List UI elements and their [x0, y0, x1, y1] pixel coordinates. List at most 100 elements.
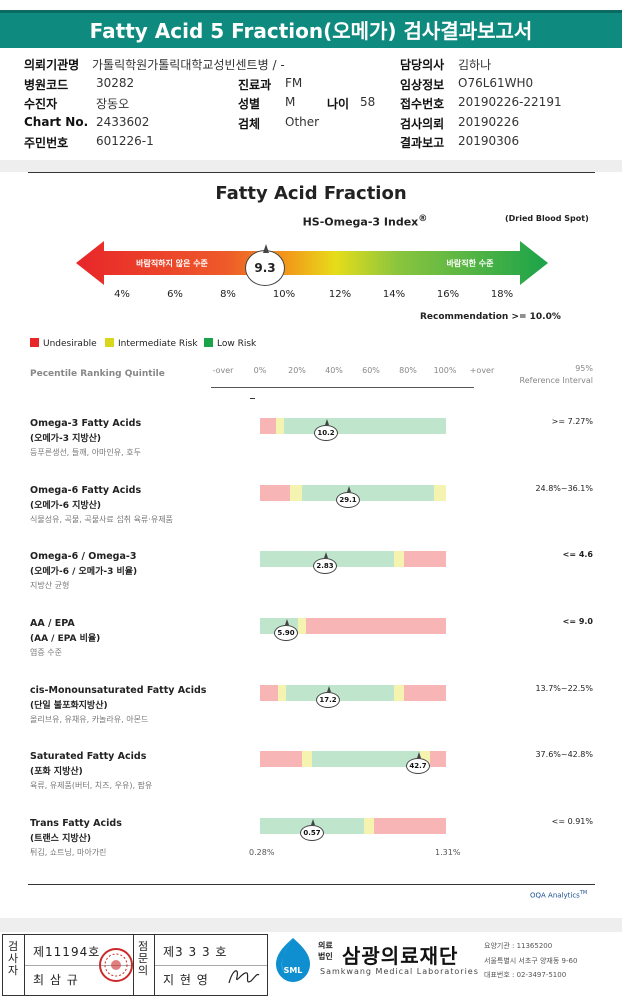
age-label: 나이	[327, 97, 350, 111]
legend-low-risk-swatch	[204, 338, 213, 347]
clinical-label: 임상정보	[400, 78, 445, 92]
sig-divider-1	[24, 935, 25, 995]
fatty-acid-foods: 등푸른생선, 들깨, 아마인유, 호두	[30, 448, 141, 457]
reviewer-license: 제3 3 3 호	[163, 945, 228, 959]
footer-band	[0, 918, 622, 932]
info-row-1: 의뢰기관명 가톨릭학원가톨릭대학교성빈센트병 / - 담당의사 김하나	[0, 56, 622, 74]
result-card	[0, 172, 622, 918]
omega3-index-arrow	[76, 241, 548, 285]
quintile-bar: 17.2	[260, 685, 446, 708]
index-pointer	[263, 244, 269, 253]
reference-interval: 24.8%~36.1%	[535, 484, 593, 493]
fatty-acid-name: cis-Monounsaturated Fatty Acids	[30, 685, 207, 696]
quintile-tick: 40%	[325, 366, 343, 375]
fatty-acid-korean: (AA / EPA 비율)	[30, 634, 101, 644]
fatty-acid-foods: 올리브유, 유채유, 카놀라유, 아몬드	[30, 715, 149, 724]
checker-name: 최 삼 규	[33, 973, 79, 987]
fatty-acid-name: Saturated Fatty Acids	[30, 751, 147, 762]
legal-entity: 의료 법인	[318, 940, 333, 962]
bar-zone	[374, 818, 446, 834]
legend-intermediate-label: Intermediate Risk	[118, 339, 198, 349]
fatty-acid-foods: 지방산 균형	[30, 581, 70, 590]
receiver-value: 장동오	[96, 97, 130, 111]
bar-zone	[312, 751, 420, 767]
desirable-level-text: 바람직한 수준	[446, 259, 494, 268]
id-label: 주민번호	[24, 136, 69, 150]
reference-interval: >= 7.27%	[551, 417, 593, 426]
fatty-acid-name: AA / EPA	[30, 618, 75, 629]
bar-zone	[284, 418, 446, 434]
oqa-analytics: OQA AnalyticsTM	[530, 890, 587, 899]
legend-undesirable: Undesirable	[30, 338, 97, 349]
index-axis-tick: 18%	[490, 289, 514, 300]
legend-low-risk-label: Low Risk	[217, 339, 257, 349]
result-marker: 2.83	[313, 552, 337, 574]
sig-hline-1	[25, 965, 133, 966]
bottom-rule	[28, 884, 595, 885]
legal-entity-line-1: 의료	[318, 941, 333, 950]
doctor-label: 담당의사	[400, 58, 445, 72]
contact-phone: 대표번호 : 02-3497-5100	[484, 971, 567, 979]
reference-interval: <= 0.91%	[551, 817, 593, 826]
result-marker: 10.2	[314, 419, 338, 441]
reference-interval: <= 4.6	[562, 550, 593, 559]
bar-zone	[306, 618, 446, 634]
bar-zone	[404, 685, 446, 701]
fatty-acid-foods: 식물성유, 곡물, 곡물사료 섭취 육류·유제품	[30, 515, 173, 524]
fatty-acid-name: Omega-6 Fatty Acids	[30, 485, 142, 496]
chart-title: Fatty Acid Fraction	[215, 183, 407, 204]
bar-zone	[394, 551, 404, 567]
undesirable-level-text: 바람직하지 않은 수준	[136, 259, 208, 268]
bar-zone	[260, 751, 302, 767]
report-title: Fatty Acid 5 Fraction(오메가) 검사결과보고서	[0, 10, 622, 48]
info-row-5: 주민번호 601226-1 결과보고 20190306	[0, 134, 622, 152]
fatty-acid-korean: (오메가-6 / 오메가-3 비율)	[30, 567, 138, 577]
reviewer-name: 지 현 영	[163, 973, 209, 987]
seal-stamp	[99, 948, 133, 982]
legend-intermediate-swatch	[105, 338, 114, 347]
id-value: 601226-1	[96, 134, 154, 148]
chart-no-value: 2433602	[96, 115, 150, 129]
legal-entity-line-2: 법인	[318, 952, 333, 961]
legend-low-risk: Low Risk	[204, 338, 256, 349]
fatty-acid-korean: (오메가-3 지방산)	[30, 434, 102, 444]
sig-divider-2	[133, 935, 134, 995]
info-row-4: Chart No. 2433602 검체 Other 검사의뢰 20190226	[0, 115, 622, 133]
reference-header: 95% Reference Interval	[500, 363, 593, 387]
bar-zone	[276, 418, 284, 434]
bar-zone	[404, 551, 446, 567]
bar-zone	[286, 685, 394, 701]
sig-divider-3	[154, 935, 155, 995]
result-marker: 0.57	[300, 819, 324, 841]
bar-zone	[298, 618, 306, 634]
clinical-value: O76L61WH0	[458, 76, 534, 90]
doctor-value: 김하나	[458, 58, 492, 72]
receipt-label: 접수번호	[400, 97, 445, 111]
quintile-tick: 20%	[288, 366, 306, 375]
bar-zone	[302, 485, 434, 501]
index-axis-tick: 16%	[436, 289, 460, 300]
info-row-3: 수진자 장동오 성별 M 나이 58 접수번호 20190226-22191	[0, 95, 622, 113]
age-value: 58	[360, 95, 376, 109]
checker-vertical-label: 검사자	[7, 940, 19, 977]
fatty-acid-foods: 염증 수준	[30, 648, 62, 657]
bar-zone	[260, 418, 276, 434]
index-axis-tick: 4%	[114, 289, 130, 300]
hospital-label: 의뢰기관명	[24, 58, 80, 72]
legend-undesirable-label: Undesirable	[43, 339, 97, 349]
code-value: 30282	[96, 76, 135, 90]
reference-header-pct: 95%	[575, 364, 593, 373]
fatty-acid-name: Trans Fatty Acids	[30, 818, 122, 829]
quintile-tick: -over	[212, 366, 234, 375]
quintile-bar: 0.57	[260, 818, 446, 841]
quintile-tick: +over	[469, 366, 495, 375]
request-label: 검사의뢰	[400, 117, 445, 131]
sex-label: 성별	[238, 97, 261, 111]
fatty-acid-name: Omega-6 / Omega-3	[30, 551, 137, 562]
sig-hline-2	[155, 965, 267, 966]
index-name: HS-Omega-3 Index	[302, 215, 419, 229]
index-title: HS-Omega-3 Index®	[250, 213, 480, 229]
quintile-bar: 42.7	[260, 751, 446, 774]
legend-undesirable-swatch	[30, 338, 39, 347]
legend-intermediate: Intermediate Risk	[105, 338, 198, 349]
